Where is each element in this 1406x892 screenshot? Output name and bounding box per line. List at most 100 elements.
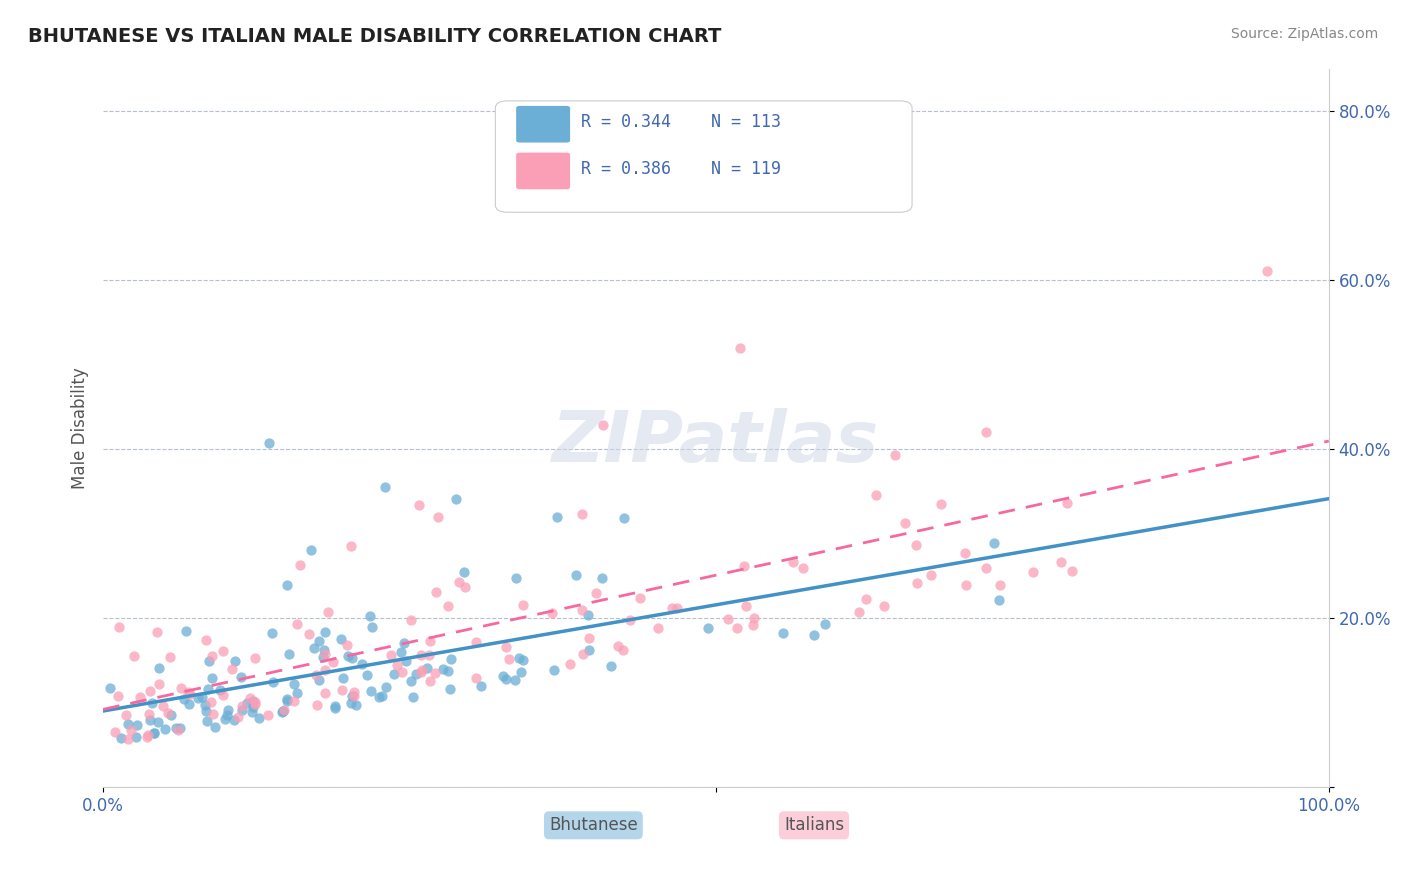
Point bbox=[425, 585, 447, 599]
Point bbox=[360, 683, 382, 698]
Point bbox=[201, 706, 224, 721]
Point bbox=[242, 694, 264, 708]
Point bbox=[195, 714, 218, 729]
Point bbox=[332, 683, 354, 698]
Point bbox=[395, 654, 418, 668]
Point bbox=[558, 657, 581, 671]
Point bbox=[194, 698, 217, 712]
Point bbox=[976, 561, 998, 575]
Point bbox=[495, 672, 517, 686]
Point bbox=[217, 703, 239, 717]
Point bbox=[619, 613, 641, 627]
Point bbox=[125, 730, 148, 744]
Point bbox=[191, 690, 214, 704]
Point bbox=[236, 696, 259, 710]
Point bbox=[173, 691, 195, 706]
Point bbox=[848, 605, 870, 619]
Point bbox=[585, 585, 607, 599]
Point bbox=[231, 699, 253, 714]
Point bbox=[283, 677, 305, 691]
Point bbox=[208, 683, 231, 698]
Point bbox=[239, 690, 262, 705]
Point bbox=[503, 673, 526, 688]
Point bbox=[121, 723, 143, 737]
Text: Italians: Italians bbox=[785, 816, 844, 834]
Point bbox=[276, 694, 298, 708]
Point bbox=[198, 654, 221, 668]
Point bbox=[177, 685, 200, 699]
Point bbox=[340, 539, 363, 553]
Point bbox=[419, 674, 441, 689]
Point bbox=[492, 669, 515, 683]
Y-axis label: Male Disability: Male Disability bbox=[72, 367, 89, 489]
Point bbox=[141, 696, 163, 710]
Point bbox=[139, 713, 162, 727]
Point bbox=[541, 606, 564, 620]
Point bbox=[512, 653, 534, 667]
Point bbox=[240, 705, 263, 719]
Point bbox=[446, 491, 468, 506]
Point bbox=[107, 689, 129, 703]
Point bbox=[314, 685, 336, 699]
Point bbox=[1049, 555, 1071, 569]
Point bbox=[259, 436, 281, 450]
Point bbox=[276, 692, 298, 706]
Point bbox=[143, 726, 166, 740]
Point bbox=[104, 724, 127, 739]
Point bbox=[170, 681, 193, 695]
Point bbox=[929, 497, 952, 511]
Point bbox=[855, 591, 877, 606]
Point bbox=[98, 681, 121, 696]
Point bbox=[169, 721, 191, 735]
Point bbox=[591, 571, 613, 585]
Point bbox=[271, 704, 294, 718]
Point bbox=[423, 665, 446, 680]
Point bbox=[212, 688, 235, 702]
Point bbox=[382, 666, 405, 681]
Point bbox=[290, 558, 312, 572]
Point bbox=[416, 661, 439, 675]
Point bbox=[576, 607, 599, 622]
Point bbox=[340, 689, 363, 703]
FancyBboxPatch shape bbox=[495, 101, 912, 212]
Point bbox=[647, 621, 669, 635]
Point bbox=[360, 609, 382, 624]
Point bbox=[302, 641, 325, 656]
Point bbox=[257, 707, 280, 722]
Point bbox=[453, 565, 475, 579]
Point bbox=[432, 662, 454, 676]
Point bbox=[464, 635, 486, 649]
Point bbox=[988, 592, 1011, 607]
Point bbox=[974, 425, 997, 439]
Point bbox=[411, 648, 433, 662]
Text: Source: ZipAtlas.com: Source: ZipAtlas.com bbox=[1230, 27, 1378, 41]
Point bbox=[447, 575, 470, 590]
Point bbox=[375, 681, 398, 695]
Point bbox=[308, 673, 330, 687]
Point bbox=[464, 671, 486, 685]
Point bbox=[283, 693, 305, 707]
Point bbox=[312, 642, 335, 657]
Point bbox=[165, 722, 187, 736]
Point bbox=[371, 689, 394, 703]
Point bbox=[340, 696, 363, 710]
Point bbox=[411, 663, 433, 677]
Point bbox=[117, 717, 139, 731]
Point bbox=[772, 626, 794, 640]
Point bbox=[742, 611, 765, 625]
Point bbox=[231, 702, 253, 716]
Point bbox=[408, 498, 430, 512]
Point bbox=[983, 535, 1005, 549]
Point bbox=[512, 598, 534, 612]
Point bbox=[262, 674, 284, 689]
Point bbox=[122, 649, 145, 664]
Point bbox=[314, 647, 336, 661]
Point bbox=[179, 687, 201, 701]
Point bbox=[214, 712, 236, 726]
Point bbox=[107, 620, 129, 634]
Point bbox=[565, 568, 588, 582]
Point bbox=[187, 690, 209, 705]
Point bbox=[368, 690, 391, 705]
Point bbox=[374, 480, 396, 494]
Point bbox=[401, 673, 423, 688]
